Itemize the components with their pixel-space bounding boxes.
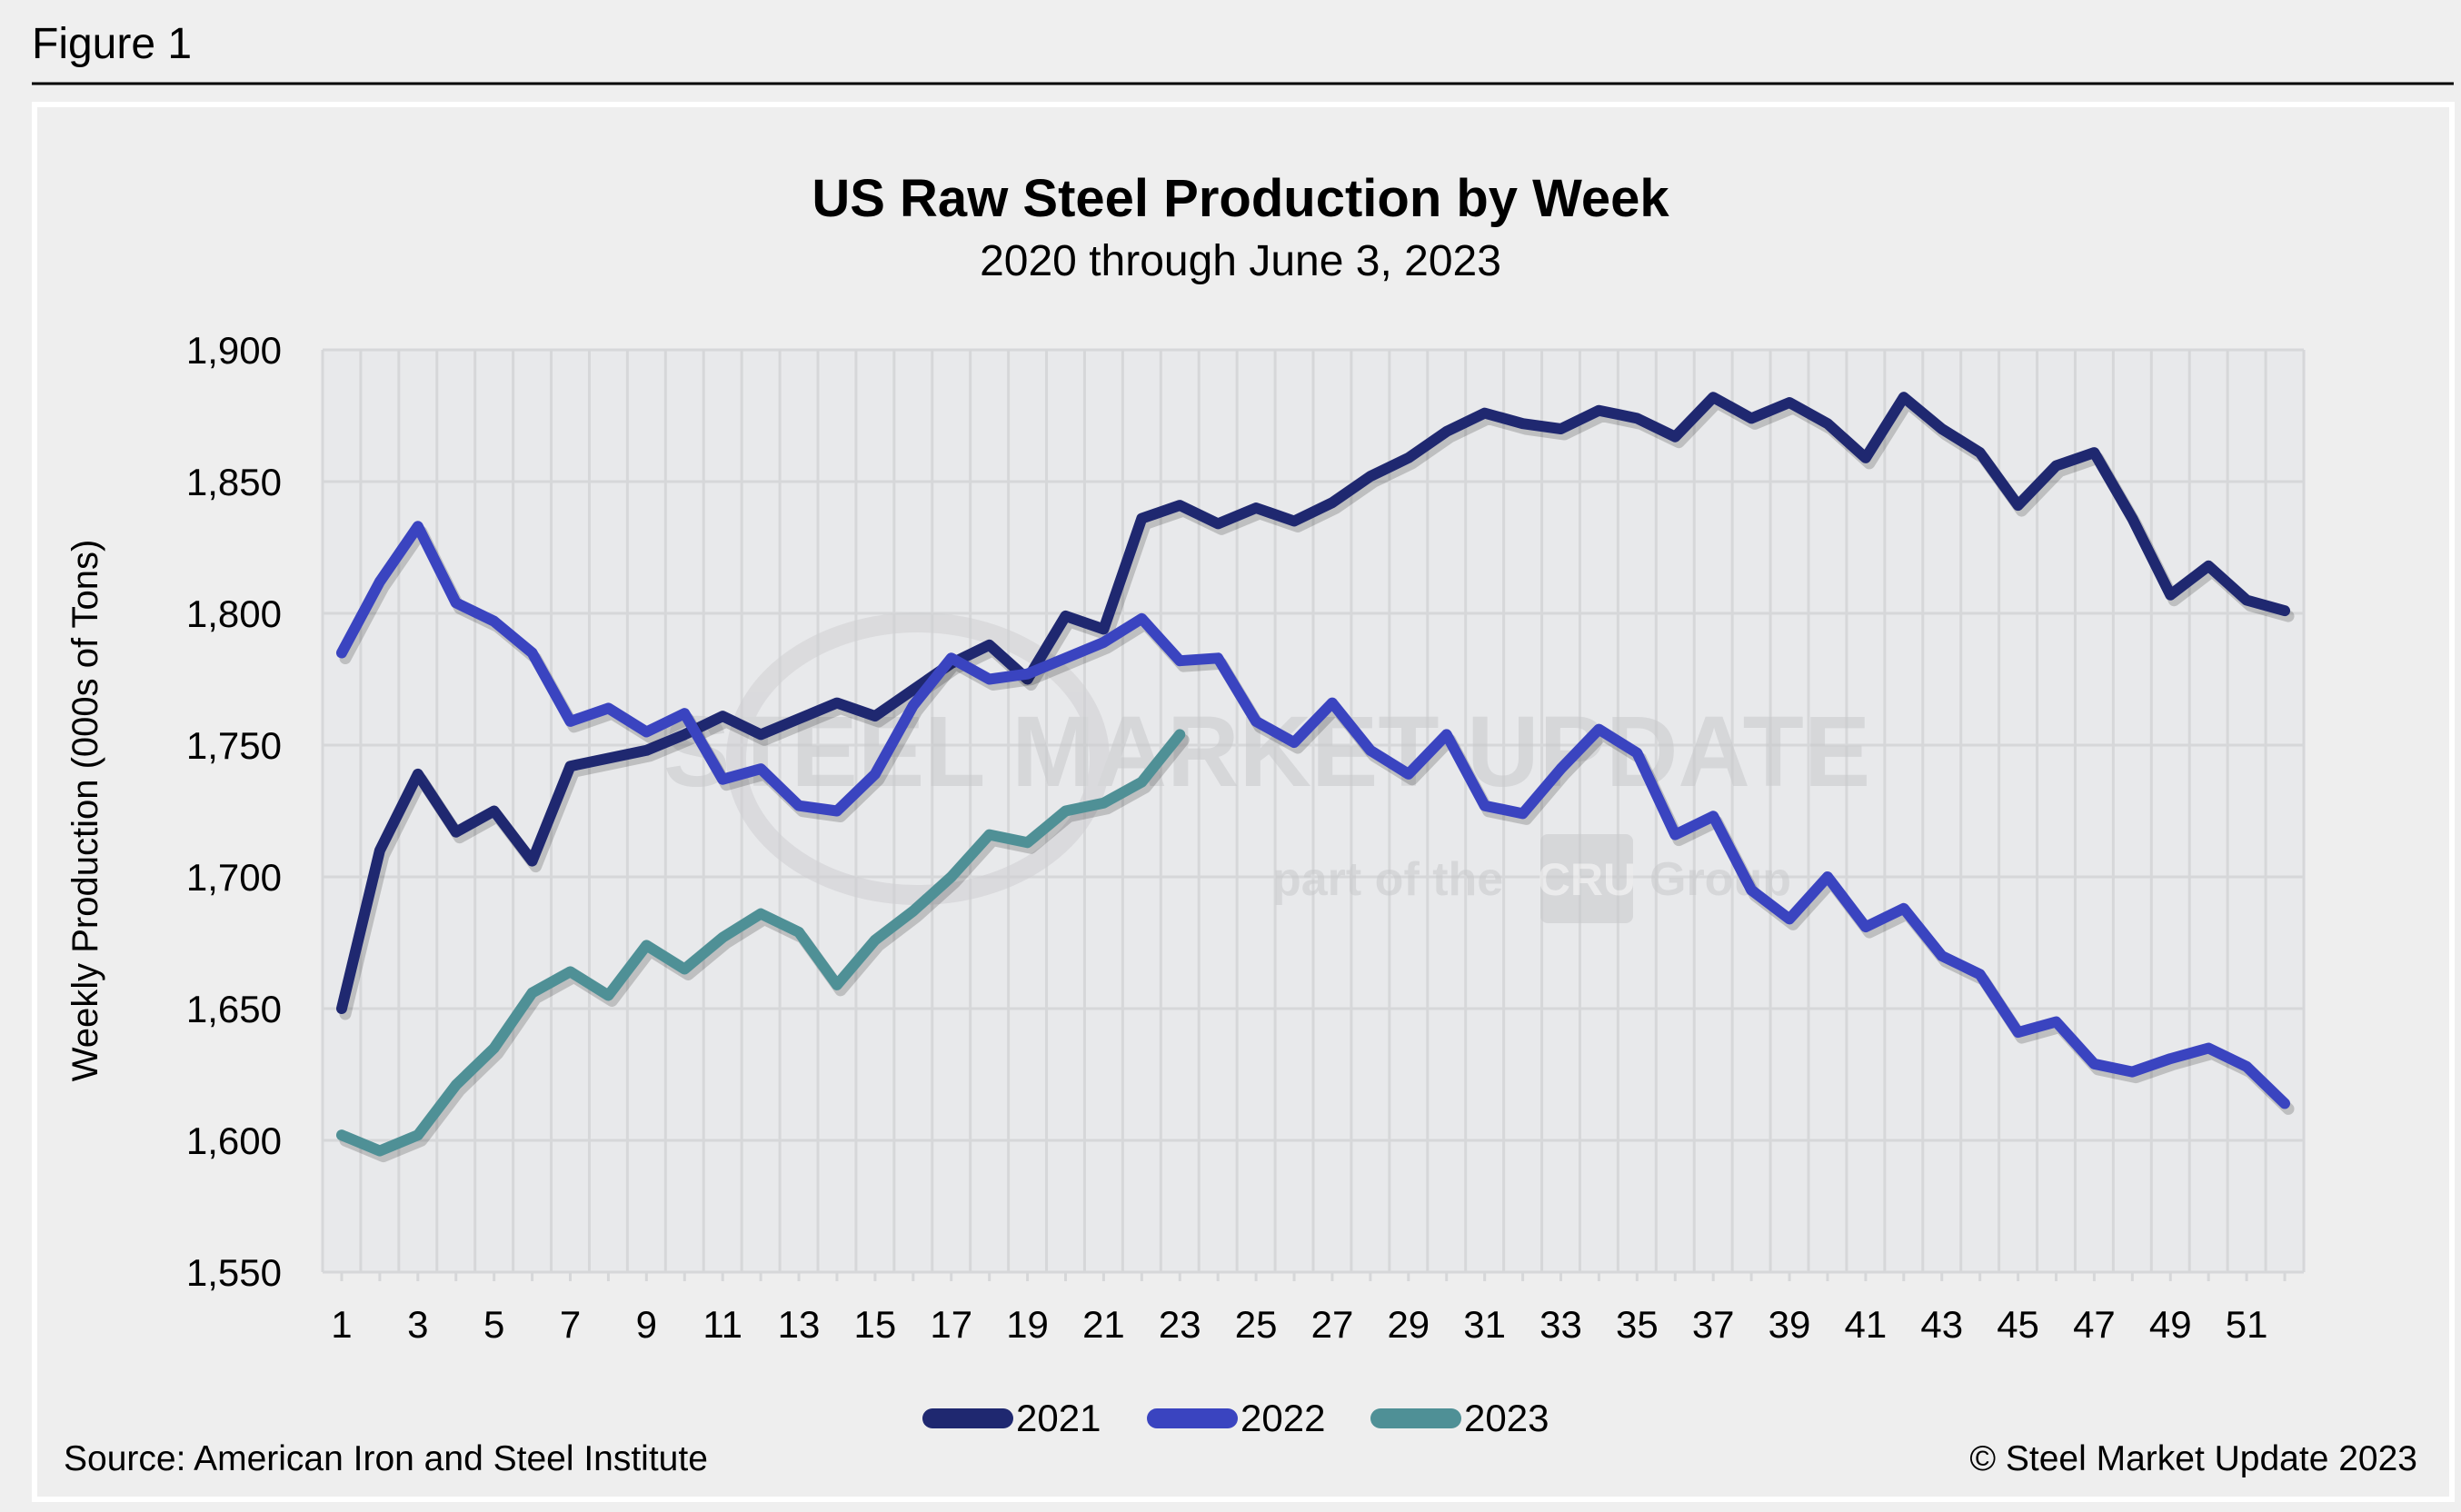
watermark-cru-box bbox=[1540, 834, 1633, 923]
x-tick-label: 7 bbox=[560, 1303, 581, 1346]
legend-label-2022: 2022 bbox=[1240, 1397, 1325, 1439]
x-axis: 1 3 5 7 9 11 13 15 17 19 21 23 25 27 29 31 33 35 37 39 41 43 4… bbox=[323, 1270, 2304, 1346]
series-line-2022 bbox=[335, 521, 2291, 1109]
x-tick-label: 31 bbox=[1463, 1303, 1506, 1346]
watermark-sub: part of the bbox=[1272, 853, 1503, 906]
y-axis: 1,550 1,600 1,650 1,700 1,750 1,800 1,850 1,900 bbox=[186, 329, 282, 1294]
y-tick-label: 1,550 bbox=[186, 1251, 282, 1294]
x-tick-label: 3 bbox=[407, 1303, 428, 1346]
x-tick-label: 1 bbox=[331, 1303, 352, 1346]
x-tick-label: 9 bbox=[636, 1303, 657, 1346]
legend-swatch-2021 bbox=[922, 1408, 1013, 1428]
figure-label: Figure 1 bbox=[32, 20, 192, 68]
y-tick-label: 1,900 bbox=[186, 329, 282, 372]
legend-label-2021: 2021 bbox=[1016, 1397, 1101, 1439]
source-note: Source: American Iron and Steel Institut… bbox=[64, 1439, 708, 1478]
chart-subtitle: 2020 through June 3, 2023 bbox=[980, 237, 1501, 285]
x-tick-label: 45 bbox=[1997, 1303, 2039, 1346]
x-tick-label: 29 bbox=[1387, 1303, 1430, 1346]
x-tick-label: 47 bbox=[2073, 1303, 2116, 1346]
copyright-note: © Steel Market Update 2023 bbox=[1969, 1439, 2417, 1478]
x-tick-label: 15 bbox=[854, 1303, 897, 1346]
y-tick-label: 1,750 bbox=[186, 724, 282, 767]
x-tick-label: 39 bbox=[1769, 1303, 1811, 1346]
x-tick-label: 19 bbox=[1006, 1303, 1049, 1346]
y-tick-label: 1,850 bbox=[186, 461, 282, 503]
x-tick-label: 35 bbox=[1616, 1303, 1659, 1346]
y-tick-label: 1,600 bbox=[186, 1119, 282, 1162]
series-lines bbox=[335, 392, 2295, 1163]
x-tick-label: 17 bbox=[930, 1303, 972, 1346]
x-tick-label: 13 bbox=[778, 1303, 821, 1346]
x-tick-label: 49 bbox=[2149, 1303, 2192, 1346]
y-tick-label: 1,800 bbox=[186, 592, 282, 635]
watermark-swoosh bbox=[726, 612, 1110, 905]
series-line-2021 bbox=[335, 392, 2291, 1014]
legend-swatch-2022 bbox=[1147, 1408, 1238, 1428]
y-axis-label: Weekly Production (000s of Tons) bbox=[65, 540, 105, 1082]
legend: 2021 2022 2023 bbox=[922, 1397, 1549, 1439]
x-tick-label: 37 bbox=[1692, 1303, 1735, 1346]
x-tick-label: 33 bbox=[1539, 1303, 1582, 1346]
x-tick-label: 23 bbox=[1159, 1303, 1201, 1346]
x-tick-label: 43 bbox=[1920, 1303, 1963, 1346]
x-tick-label: 27 bbox=[1311, 1303, 1354, 1346]
x-tick-label: 41 bbox=[1845, 1303, 1888, 1346]
y-tick-label: 1,700 bbox=[186, 856, 282, 899]
x-tick-label: 25 bbox=[1235, 1303, 1278, 1346]
x-tick-label: 5 bbox=[483, 1303, 504, 1346]
legend-label-2023: 2023 bbox=[1464, 1397, 1549, 1439]
chart-title: US Raw Steel Production by Week bbox=[812, 169, 1669, 228]
x-tick-label: 11 bbox=[702, 1303, 742, 1346]
legend-swatch-2023 bbox=[1370, 1408, 1461, 1428]
watermark-brand: CRU bbox=[1538, 854, 1636, 905]
x-tick-label: 51 bbox=[2226, 1303, 2268, 1346]
series-line-2023 bbox=[335, 729, 1186, 1157]
x-tick-label: 21 bbox=[1082, 1303, 1125, 1346]
y-tick-label: 1,650 bbox=[186, 988, 282, 1030]
